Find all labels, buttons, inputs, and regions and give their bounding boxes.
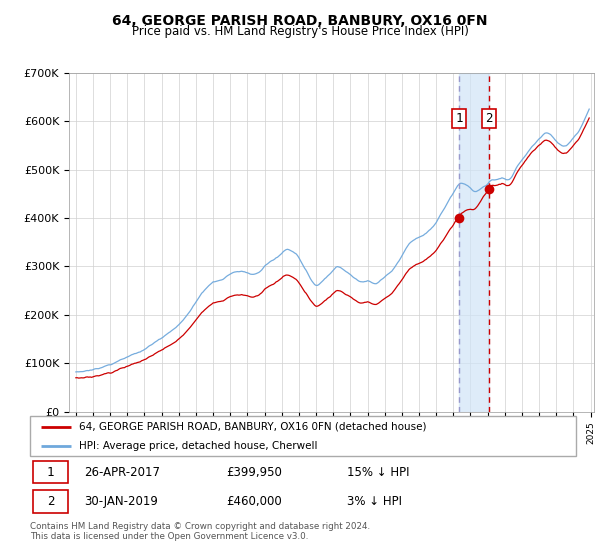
- Text: £399,950: £399,950: [227, 465, 283, 479]
- Bar: [33, 461, 68, 483]
- Bar: [459, 73, 489, 412]
- Text: 3% ↓ HPI: 3% ↓ HPI: [347, 495, 401, 508]
- Text: 2: 2: [47, 495, 55, 508]
- Text: 64, GEORGE PARISH ROAD, BANBURY, OX16 0FN: 64, GEORGE PARISH ROAD, BANBURY, OX16 0F…: [112, 14, 488, 28]
- Text: 64, GEORGE PARISH ROAD, BANBURY, OX16 0FN (detached house): 64, GEORGE PARISH ROAD, BANBURY, OX16 0F…: [79, 422, 427, 432]
- Text: 26-APR-2017: 26-APR-2017: [85, 465, 161, 479]
- Text: 30-JAN-2019: 30-JAN-2019: [85, 495, 158, 508]
- Text: 1: 1: [47, 465, 55, 479]
- Text: 15% ↓ HPI: 15% ↓ HPI: [347, 465, 409, 479]
- Text: HPI: Average price, detached house, Cherwell: HPI: Average price, detached house, Cher…: [79, 441, 317, 451]
- Text: Price paid vs. HM Land Registry's House Price Index (HPI): Price paid vs. HM Land Registry's House …: [131, 25, 469, 38]
- Text: 1: 1: [455, 112, 463, 125]
- Bar: [33, 491, 68, 513]
- Text: Contains HM Land Registry data © Crown copyright and database right 2024.
This d: Contains HM Land Registry data © Crown c…: [30, 522, 370, 542]
- Text: 2: 2: [485, 112, 493, 125]
- Text: £460,000: £460,000: [227, 495, 283, 508]
